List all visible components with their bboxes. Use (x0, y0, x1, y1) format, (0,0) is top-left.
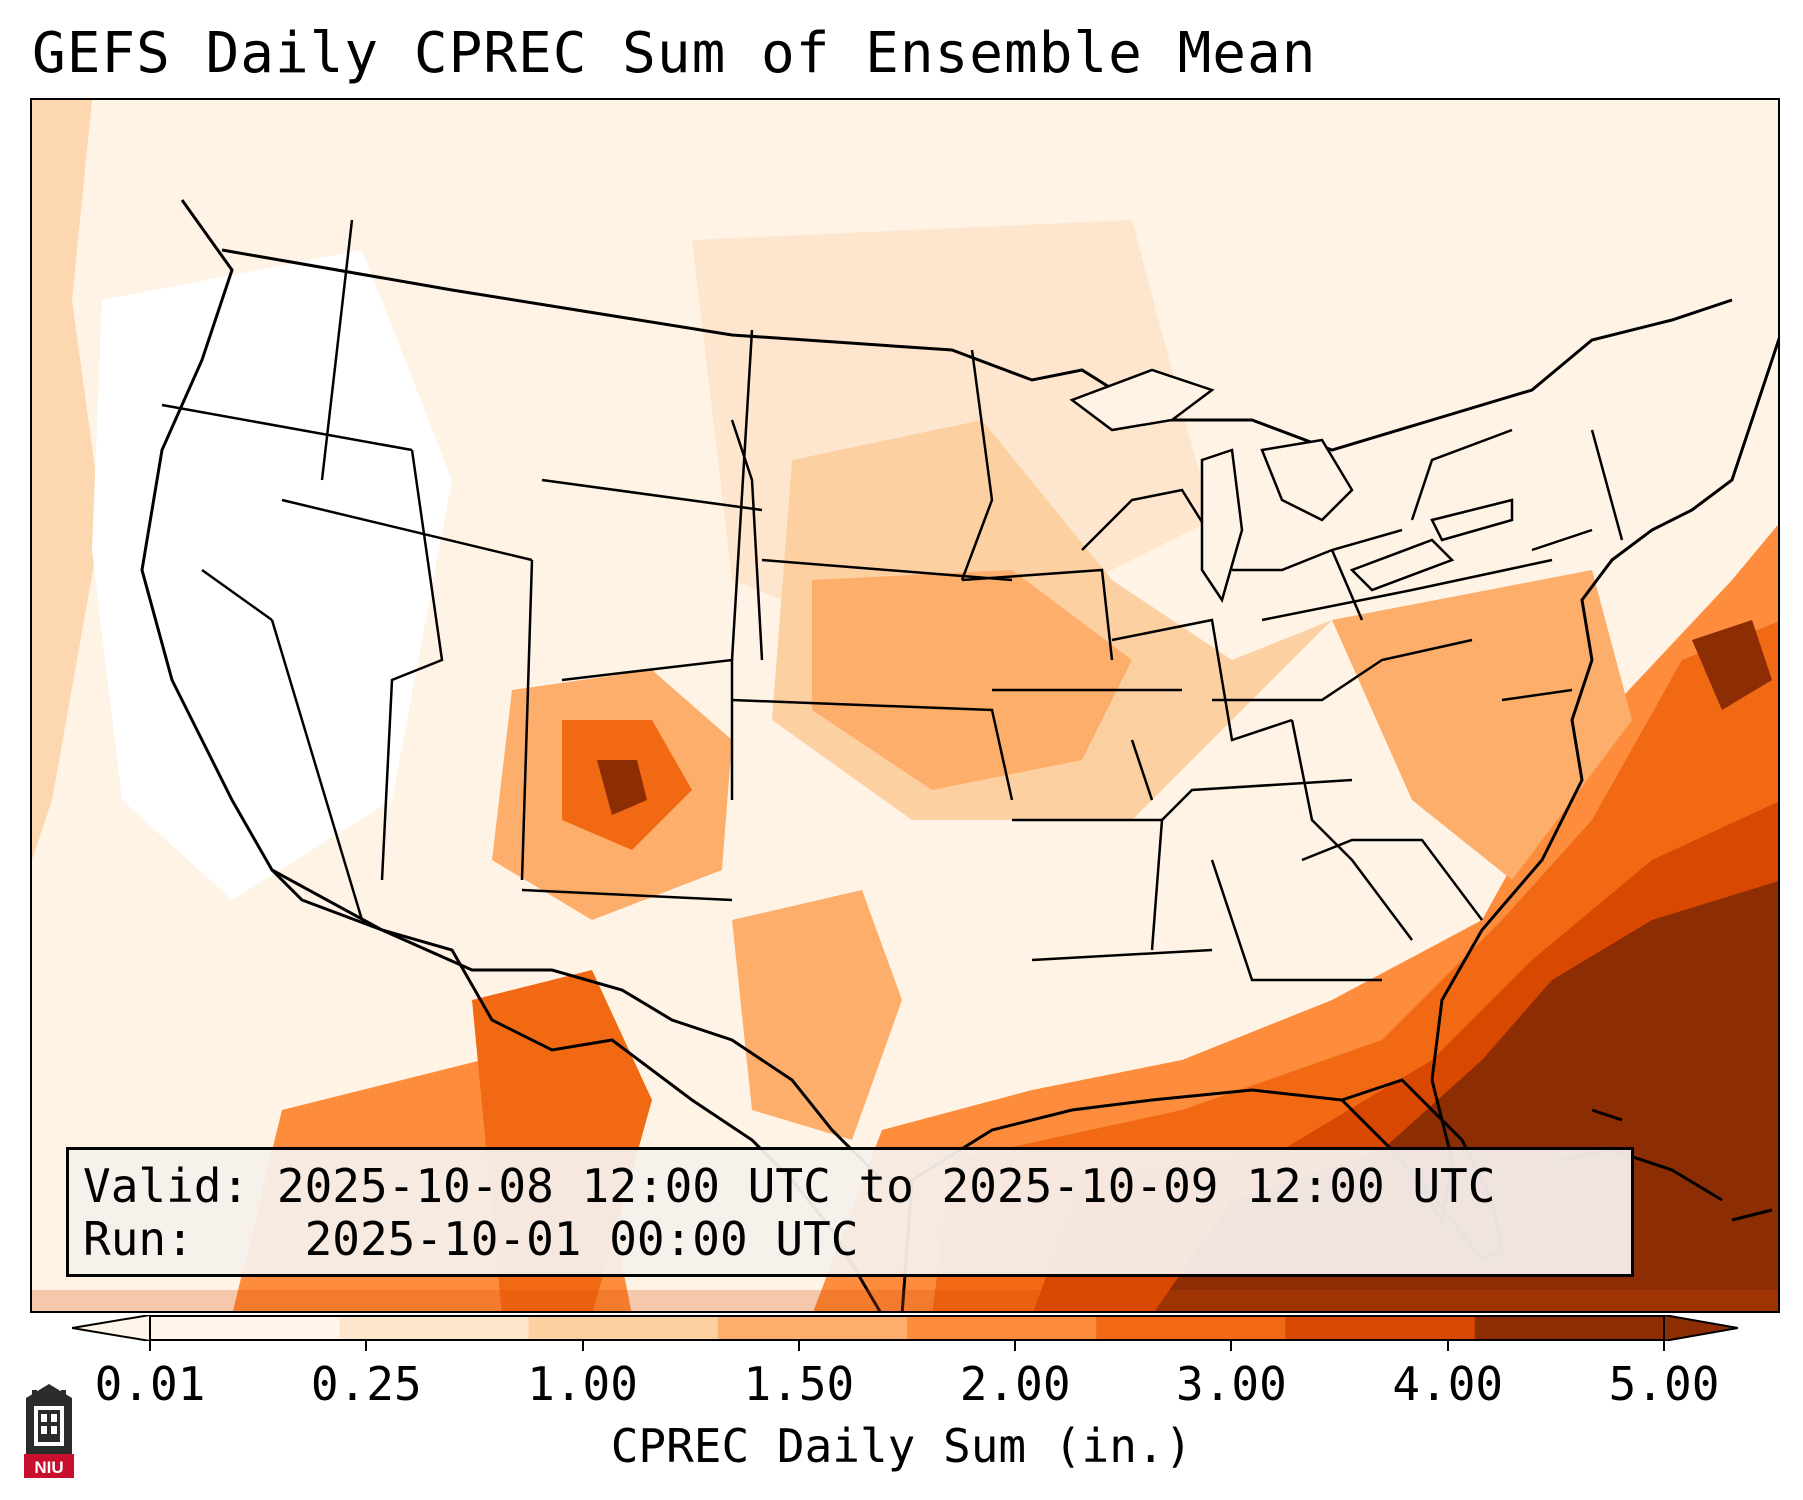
colorbar-tick-label: 0.25 (310, 1357, 422, 1411)
colorbar-swatch (1096, 1315, 1286, 1341)
valid-value: 2025-10-08 12:00 UTC to 2025-10-09 12:00… (276, 1159, 1496, 1213)
precipitation-map (30, 98, 1780, 1313)
mexico-border (271, 868, 884, 1182)
state-lines (161, 219, 1624, 982)
colorbar-tick-mark (149, 1341, 151, 1351)
colorbar-outline (149, 1315, 1665, 1341)
colorbar-swatch (339, 1315, 529, 1341)
colorbar-tick-mark (1014, 1341, 1017, 1351)
run-label: Run: (83, 1212, 194, 1266)
great-lakes (1069, 368, 1514, 603)
valid-label: Valid: (83, 1159, 250, 1213)
colorbar-tick-mark (1446, 1341, 1449, 1351)
precip-pacific-edge (32, 100, 102, 860)
precip-atlantic-spot (1692, 620, 1772, 710)
colorbar-swatch (528, 1315, 719, 1341)
colorbar-tick-mark (365, 1341, 368, 1351)
map-bottom-shade (32, 1290, 1778, 1311)
colorbar-swatch (150, 1315, 340, 1341)
colorbar-extend-low (72, 1315, 151, 1341)
colorbar-swatch (717, 1315, 908, 1341)
colorbar-tick-label: 1.00 (527, 1357, 638, 1411)
colorbar-tick-label: 5.00 (1608, 1357, 1720, 1411)
canada-border (221, 248, 1733, 452)
colorbar-tick-mark (1230, 1341, 1233, 1351)
colorbar (72, 1315, 1738, 1341)
colorbar-swatch (907, 1315, 1097, 1341)
map-canvas (32, 100, 1778, 1311)
colorbar-label: CPREC Daily Sum (in.) (610, 1419, 1193, 1473)
colorbar-tick-label: 4.00 (1392, 1357, 1504, 1411)
colorbar-tick-mark (797, 1341, 800, 1351)
run-value: 2025-10-01 00:00 UTC (304, 1212, 859, 1266)
valid-run-info-box: Valid: 2025-10-08 12:00 UTC to 2025-10-0… (66, 1147, 1634, 1277)
precip-dry-west (92, 250, 452, 900)
colorbar-tick-label: 2.00 (959, 1357, 1071, 1411)
colorbar-swatch (1474, 1315, 1665, 1341)
colorbar-tick-label: 1.50 (743, 1357, 855, 1411)
colorbar-tick-mark (1663, 1341, 1665, 1351)
colorbar-tick-label: 3.00 (1176, 1357, 1287, 1411)
precip-east-coast (1332, 570, 1632, 880)
colorbar-swatch (1285, 1315, 1476, 1341)
colorbar-extend-high (1663, 1315, 1738, 1341)
precip-colorado-peak (597, 760, 647, 815)
niu-logo-text: NIU (34, 1458, 63, 1477)
precip-texas-band (732, 890, 902, 1140)
colorbar-tick-label: 0.01 (94, 1357, 206, 1411)
page-title: GEFS Daily CPREC Sum of Ensemble Mean (32, 21, 1317, 86)
precip-central-orange (812, 570, 1132, 790)
niu-tower-logo-icon: NIU (24, 1384, 74, 1478)
colorbar-tick-mark (581, 1341, 584, 1351)
